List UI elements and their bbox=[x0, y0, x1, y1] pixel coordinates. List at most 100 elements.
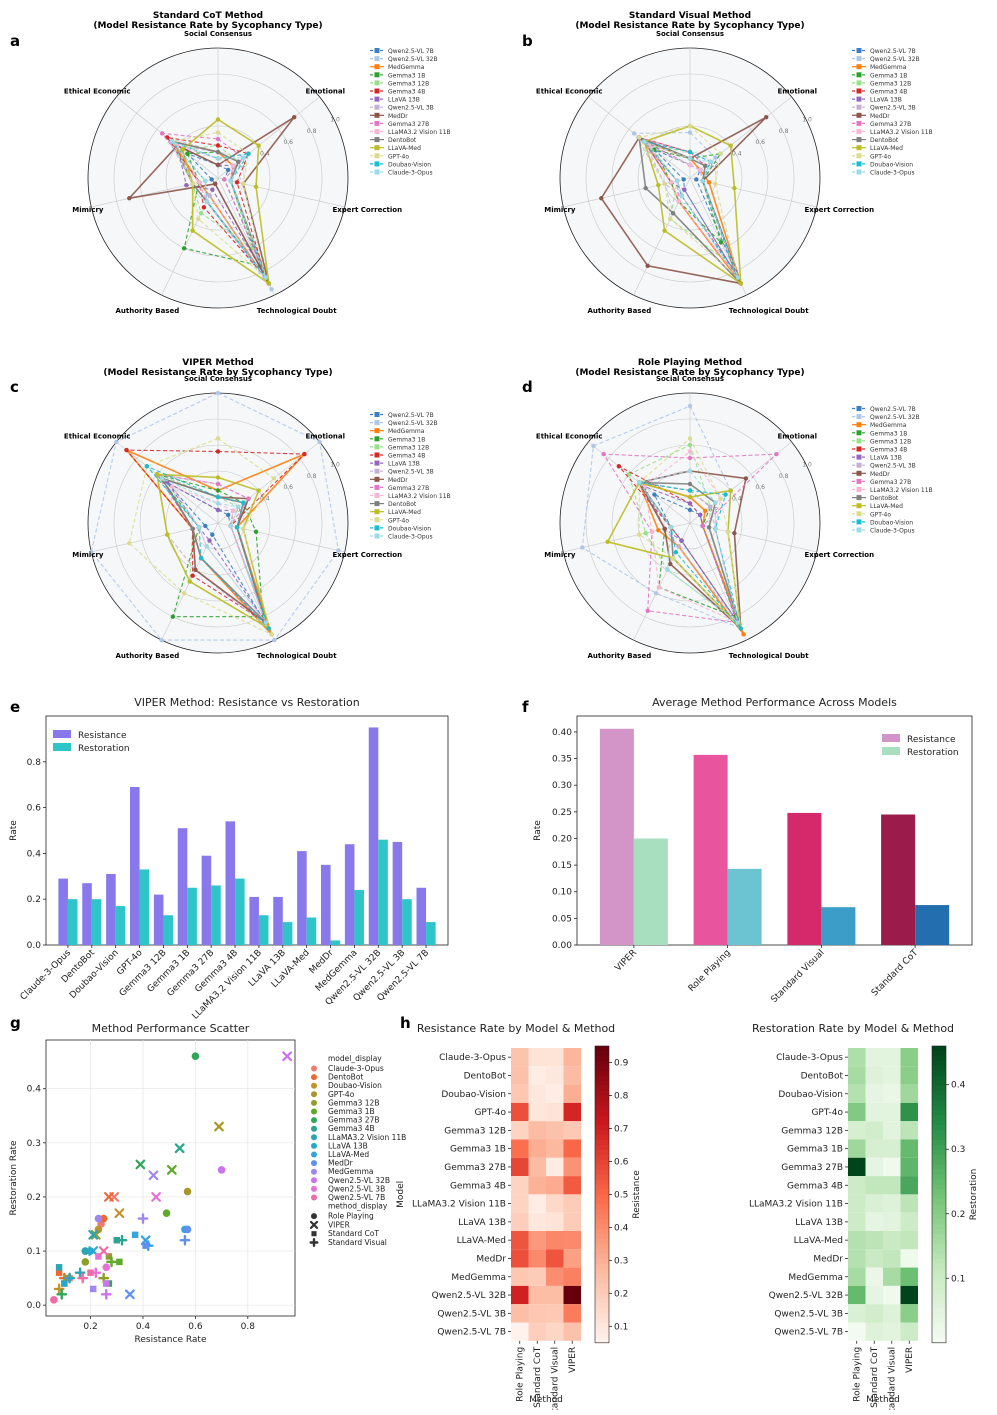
radar-data-point bbox=[653, 591, 659, 596]
radar-axis-label: Expert Correction bbox=[804, 206, 874, 214]
legend-marker bbox=[311, 1151, 317, 1158]
legend-marker bbox=[374, 96, 380, 102]
legend-marker bbox=[856, 503, 862, 509]
bar-restoration bbox=[91, 899, 102, 945]
colorbar-segment bbox=[595, 1214, 609, 1220]
heatmap-cell bbox=[865, 1285, 883, 1305]
colorbar-segment bbox=[595, 1179, 609, 1186]
panel-letter: f bbox=[522, 698, 529, 716]
scatter-point bbox=[135, 1159, 146, 1170]
radar-tick-label: 1.0 bbox=[330, 461, 340, 468]
colorbar-segment bbox=[932, 1130, 946, 1136]
chart-title: Standard CoT Method bbox=[153, 11, 263, 21]
colorbar-segment bbox=[595, 1323, 609, 1329]
legend-label: GPT-4o bbox=[388, 517, 409, 524]
heatmap-cell bbox=[528, 1048, 546, 1067]
radar-data-point bbox=[215, 162, 221, 168]
colorbar-segment bbox=[932, 1085, 946, 1092]
radar-series-line bbox=[170, 140, 267, 278]
bar-chart: Average Method Performance Across Models… bbox=[533, 696, 973, 1005]
legend-marker bbox=[374, 436, 380, 442]
radar-tick-label: 0.6 bbox=[755, 484, 765, 491]
radar-data-point bbox=[687, 488, 693, 493]
heatmap-cell bbox=[546, 1285, 564, 1305]
radar-data-point bbox=[127, 196, 132, 201]
colorbar-segment bbox=[932, 1115, 946, 1121]
radar-data-point bbox=[144, 464, 150, 469]
radar-chart: VIPER Method(Model Resistance Rate by Sy… bbox=[64, 358, 451, 660]
legend-label: Qwen2.5-VL 32B bbox=[388, 420, 438, 427]
x-tick-label: Role Playing bbox=[687, 948, 733, 994]
legend-swatch bbox=[882, 734, 900, 742]
radar-data-point bbox=[196, 525, 202, 530]
heatmap-cell bbox=[511, 1157, 529, 1177]
legend-marker bbox=[856, 519, 862, 525]
colorbar-segment bbox=[932, 1214, 946, 1220]
radar-data-point bbox=[637, 532, 642, 537]
scatter-point bbox=[50, 1295, 58, 1304]
radar-data-point bbox=[114, 439, 119, 445]
heatmap-cell bbox=[865, 1194, 883, 1213]
heatmap-cell bbox=[563, 1157, 581, 1177]
scatter-point bbox=[95, 1253, 102, 1260]
heatmap-cell bbox=[848, 1139, 866, 1158]
radar-axis-label: Social Consensus bbox=[656, 375, 724, 383]
heatmap-cell bbox=[883, 1048, 901, 1067]
colorbar-segment bbox=[595, 1313, 609, 1319]
heatmap-cell bbox=[883, 1304, 901, 1323]
heatmap-cell bbox=[511, 1285, 529, 1305]
colorbar-segment bbox=[932, 1318, 946, 1324]
plot-frame bbox=[45, 715, 449, 946]
colorbar-segment bbox=[932, 1224, 946, 1230]
radar-data-point bbox=[656, 528, 661, 533]
heatmap-cell bbox=[546, 1102, 564, 1122]
legend-marker bbox=[374, 525, 380, 531]
radar-tick-label: 0.8 bbox=[779, 128, 789, 135]
radar-axis-label: Technological Doubt bbox=[729, 307, 809, 315]
row-label: Gemma3 12B bbox=[444, 1126, 506, 1136]
legend-label: GPT-4o bbox=[870, 153, 891, 160]
radar-data-point bbox=[165, 532, 170, 537]
legend-label: GPT-4o bbox=[388, 153, 409, 160]
bar-resistance bbox=[344, 844, 355, 945]
radar-data-point bbox=[271, 476, 277, 481]
radar-tick-label: 0.6 bbox=[283, 484, 293, 491]
legend-label: Qwen2.5-VL 3B bbox=[870, 463, 916, 470]
radar-data-point bbox=[190, 228, 195, 233]
colorbar-segment bbox=[595, 1135, 609, 1141]
radar-data-point bbox=[215, 475, 221, 480]
radar-data-point bbox=[700, 178, 705, 184]
colorbar-segment bbox=[595, 1293, 609, 1299]
legend-label: Qwen2.5-VL 7B bbox=[328, 1193, 385, 1202]
legend-label: MedGemma bbox=[388, 428, 425, 435]
legend-marker bbox=[311, 1117, 317, 1124]
radar-data-point bbox=[215, 501, 221, 506]
legend-label: Gemma3 27B bbox=[388, 485, 429, 492]
marker-stroke bbox=[282, 1051, 293, 1062]
scatter-point bbox=[124, 1289, 135, 1300]
radar-tick-label: 0.2 bbox=[709, 162, 719, 169]
radar-data-point bbox=[228, 523, 233, 529]
colorbar-segment bbox=[595, 1055, 609, 1062]
heatmap-cell bbox=[546, 1249, 564, 1268]
radar-data-point bbox=[738, 626, 743, 631]
y-tick-label: 0.2 bbox=[27, 1193, 41, 1203]
radar-data-point bbox=[234, 525, 240, 530]
radar-data-point bbox=[231, 163, 236, 169]
legend-marker bbox=[374, 517, 380, 523]
radar-series-line bbox=[183, 151, 262, 267]
legend-label: Restoration bbox=[907, 748, 959, 758]
legend-label: DentoBot bbox=[870, 495, 899, 502]
heatmap-cell bbox=[528, 1304, 546, 1323]
radar-data-point bbox=[743, 476, 749, 481]
scatter-point bbox=[214, 1121, 224, 1132]
radar-data-point bbox=[687, 494, 693, 500]
legend-swatch bbox=[882, 747, 900, 755]
legend-marker bbox=[856, 72, 862, 78]
colorbar-segment bbox=[932, 1283, 946, 1289]
chart-subtitle: (Model Resistance Rate by Sycophancy Typ… bbox=[575, 21, 804, 31]
legend-label: LLaVA-Med bbox=[870, 145, 903, 152]
radar-data-point bbox=[682, 187, 687, 192]
colorbar-segment bbox=[932, 1154, 946, 1161]
